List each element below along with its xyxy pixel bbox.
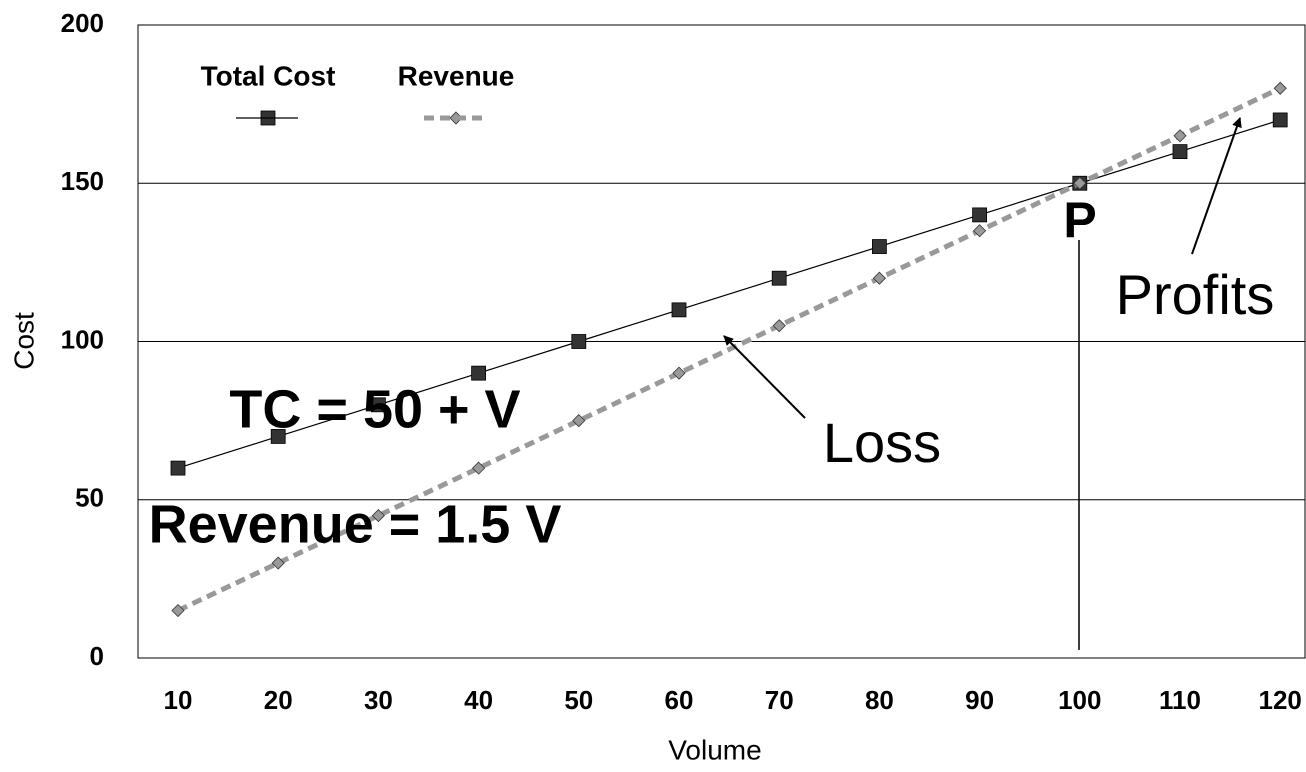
series-line (176, 86, 1282, 613)
marker (1073, 176, 1087, 190)
marker (771, 270, 787, 286)
x-tick-label: 100 (1058, 685, 1101, 715)
y-axis-label: Cost (8, 312, 39, 370)
marker (170, 460, 186, 476)
marker (370, 397, 386, 413)
y-tick-label: 100 (61, 324, 104, 354)
x-tick-label: 40 (464, 685, 493, 715)
x-tick-label: 20 (264, 685, 293, 715)
marker (1272, 112, 1288, 128)
marker (872, 271, 886, 285)
marker (973, 224, 987, 238)
marker (1273, 81, 1287, 95)
marker (672, 366, 686, 380)
x-tick-label: 10 (164, 685, 193, 715)
marker (471, 365, 487, 381)
marker (1172, 144, 1188, 160)
annotation: P (1063, 192, 1096, 248)
y-tick-label: 50 (75, 483, 104, 513)
marker (772, 319, 786, 333)
legend-label: Revenue (398, 60, 515, 91)
y-tick-label: 150 (61, 166, 104, 196)
x-tick-label: 120 (1259, 685, 1302, 715)
y-tick-label: 0 (90, 641, 104, 671)
arrow (723, 335, 806, 419)
annotation: Profits (1116, 263, 1275, 326)
y-tick-label: 200 (61, 8, 104, 38)
annotation: TC = 50 + V (229, 379, 520, 439)
x-axis-label: Volume (668, 734, 761, 765)
x-tick-label: 60 (665, 685, 694, 715)
x-tick-label: 30 (364, 685, 393, 715)
arrow (1191, 117, 1242, 255)
marker (572, 414, 586, 428)
marker (171, 603, 185, 618)
x-tick-label: 90 (965, 685, 994, 715)
x-tick-label: 80 (865, 685, 894, 715)
marker (972, 207, 987, 223)
x-tick-label: 50 (564, 685, 593, 715)
x-tick-label: 110 (1159, 685, 1201, 715)
marker (271, 556, 285, 570)
x-tick-label: 70 (765, 685, 794, 715)
marker (270, 429, 286, 444)
annotation: Loss (823, 411, 941, 474)
marker (571, 334, 587, 349)
marker (371, 509, 385, 523)
marker (1173, 129, 1187, 143)
marker (872, 239, 887, 254)
marker (671, 302, 687, 318)
legend-label: Total Cost (201, 60, 336, 91)
marker (472, 461, 486, 475)
annotation: Revenue = 1.5 V (149, 494, 562, 554)
